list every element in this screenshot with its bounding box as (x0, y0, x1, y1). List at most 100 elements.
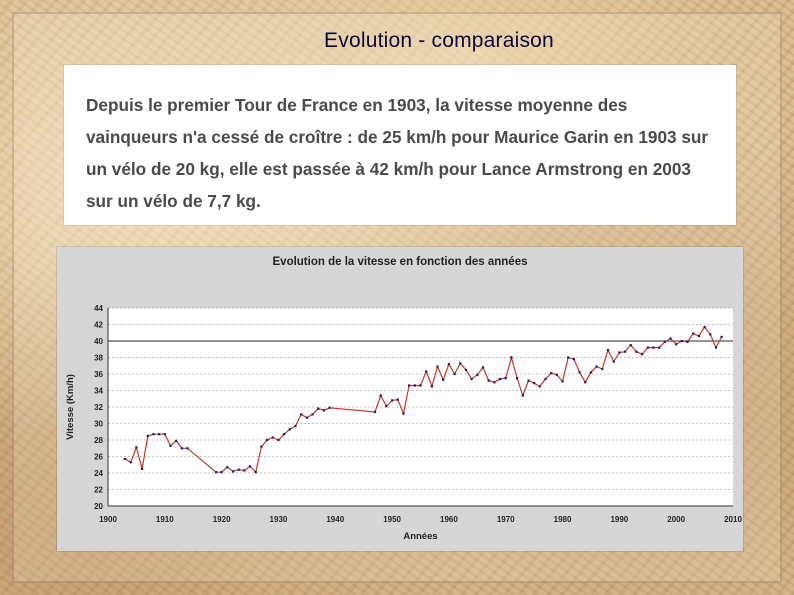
data-point (658, 346, 661, 349)
gridlines (108, 307, 733, 507)
data-point (300, 413, 303, 416)
data-point (169, 444, 172, 447)
y-tick-label: 38 (94, 354, 103, 363)
y-tick-label: 42 (94, 321, 103, 330)
data-point (413, 384, 416, 387)
x-tick-label: 1930 (270, 515, 288, 524)
y-tick-label: 34 (94, 387, 103, 396)
data-point (714, 346, 718, 349)
y-tick-label: 28 (94, 436, 103, 445)
data-point (152, 433, 155, 436)
data-point (214, 471, 218, 474)
x-axis-label: Années (403, 531, 437, 542)
data-point (476, 373, 479, 376)
data-point (669, 337, 672, 340)
data-point (408, 384, 411, 387)
data-point (595, 365, 598, 368)
data-point (442, 378, 445, 381)
data-point (635, 350, 638, 353)
data-point (555, 373, 558, 376)
data-point (231, 470, 235, 473)
data-point (391, 399, 394, 402)
tick-labels: 20 22 24 26 28 30 32 34 36 38 40 42 44 1900 1910 1920 19… (94, 304, 742, 524)
data-point (641, 353, 644, 356)
data-point (612, 360, 615, 363)
data-point (163, 433, 166, 436)
data-point (675, 343, 678, 346)
data-point (158, 433, 161, 436)
data-point (720, 335, 723, 338)
data-point (419, 384, 422, 387)
data-point (129, 461, 132, 464)
x-tick-label: 1970 (497, 515, 515, 524)
data-point (283, 433, 286, 436)
y-tick-label: 32 (94, 403, 103, 412)
data-point (322, 409, 325, 412)
data-point (305, 416, 308, 419)
data-point (220, 471, 223, 474)
data-point (135, 446, 138, 449)
x-tick-label: 1950 (383, 515, 401, 524)
data-point (436, 365, 439, 368)
data-point (248, 465, 252, 468)
data-point (243, 469, 246, 472)
data-point (510, 356, 513, 359)
data-point (686, 340, 689, 343)
data-point (498, 377, 502, 381)
data-point (663, 340, 666, 343)
x-tick-label: 1900 (99, 515, 117, 524)
data-point (254, 471, 257, 474)
data-point (709, 333, 712, 336)
data-point (288, 428, 291, 431)
data-point (527, 379, 530, 382)
y-tick-label: 40 (94, 337, 103, 346)
data-point (385, 405, 388, 408)
x-tick-label: 1980 (554, 515, 572, 524)
intro-paragraph: Depuis le premier Tour de France en 1903… (86, 95, 709, 211)
data-point (521, 394, 524, 397)
data-point (430, 385, 433, 388)
x-tick-label: 1940 (326, 515, 344, 524)
data-point (317, 407, 320, 410)
y-tick-label: 24 (94, 469, 103, 478)
data-point (606, 349, 610, 352)
data-point (618, 351, 621, 354)
data-point (328, 406, 331, 409)
chart-title: Evolution de la vitesse en fonction des … (273, 256, 528, 268)
data-point (629, 344, 632, 347)
y-tick-label: 22 (94, 486, 103, 495)
y-tick-label: 20 (94, 502, 103, 511)
data-point (277, 438, 280, 442)
data-point (175, 439, 178, 442)
data-point (180, 447, 183, 450)
axes (107, 308, 733, 507)
y-tick-label: 36 (94, 370, 103, 379)
data-point (623, 350, 627, 353)
data-point (487, 379, 490, 382)
data-point (680, 339, 683, 343)
data-point (516, 377, 519, 380)
data-point (572, 358, 575, 361)
data-point (692, 332, 695, 335)
data-point (402, 412, 405, 415)
data-point (470, 377, 473, 381)
data-markers (123, 325, 723, 474)
data-point (453, 372, 456, 376)
data-point (459, 362, 462, 365)
data-point (481, 366, 485, 369)
data-point (379, 394, 382, 397)
y-tick-label: 30 (94, 420, 103, 429)
speed-chart: Evolution de la vitesse en fonction des … (65, 256, 742, 542)
data-point (425, 370, 428, 373)
data-point (589, 371, 593, 374)
data-point (311, 413, 314, 416)
data-point (237, 468, 240, 471)
text-panel: Depuis le premier Tour de France en 1903… (64, 65, 736, 225)
data-point (271, 436, 274, 439)
data-point (538, 385, 541, 388)
data-point (447, 363, 450, 366)
x-tick-label: 2000 (667, 515, 685, 524)
data-point (504, 377, 507, 380)
data-point (544, 377, 547, 381)
data-point (396, 398, 399, 401)
